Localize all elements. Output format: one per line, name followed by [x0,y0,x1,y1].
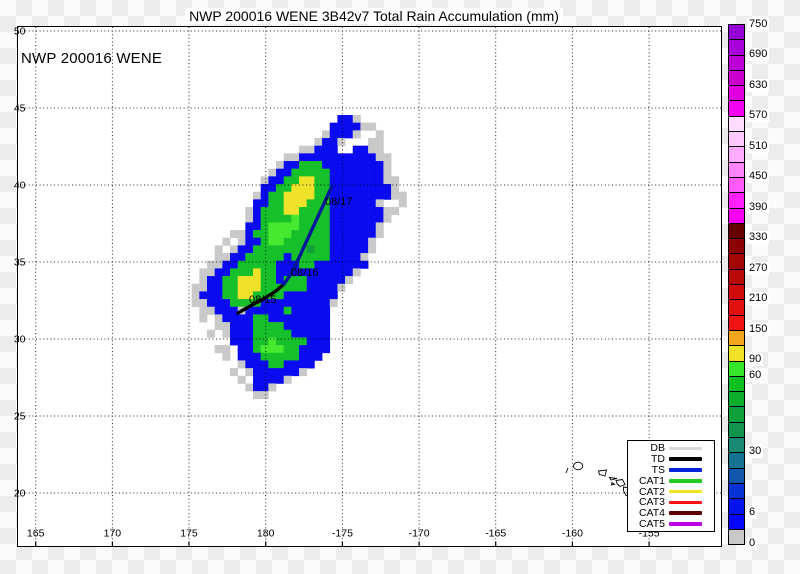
plot-area [17,26,722,547]
legend-item-line [669,511,702,515]
colorbar-label: 6 [747,506,758,519]
colorbar-cell [729,132,744,148]
colorbar-label: 450 [747,170,770,184]
chart-title: NWP 200016 WENE 3B42v7 Total Rain Accumu… [185,8,563,24]
colorbar-label: 210 [747,292,770,306]
legend-item-line [669,522,702,526]
colorbar-cell [729,315,744,331]
colorbar-cell [729,483,744,500]
colorbar-cell [729,193,744,209]
legend-item-label: CAT3 [638,496,665,509]
colorbar-cell [729,223,744,240]
legend-item: TS [628,464,714,476]
legend-item-line [669,478,702,483]
colorbar-cell [729,147,744,163]
colorbar-label: 0 [747,536,758,550]
colorbar-cell [729,177,744,194]
colorbar-cell [729,453,744,469]
colorbar-cell [729,346,744,362]
colorbar-label: 330 [747,231,770,245]
colorbar-label: 270 [747,261,770,275]
colorbar-cell [729,116,744,133]
colorbar-label: 60 [747,368,764,382]
colorbar-cell [729,25,744,41]
colorbar-label: 750 [747,17,770,31]
legend-item: CAT2 [628,485,714,498]
legend-item: CAT1 [628,474,714,487]
colorbar-cell [729,361,744,377]
colorbar-cell [729,269,744,286]
legend-item: CAT4 [628,507,714,520]
colorbar-cell [729,86,744,102]
colorbar-label: 90 [747,353,764,367]
storm-id-label: NWP 200016 WENE [21,50,163,67]
colorbar-cell [729,254,744,270]
legend-item-line [669,468,702,472]
colorbar-cell [729,376,744,393]
legend-item-label: CAT4 [638,507,665,520]
colorbar-cell [729,438,744,454]
colorbar-label: 30 [747,444,764,458]
colorbar-cell [729,285,744,301]
legend-item-line [669,500,702,505]
legend-item-label: DB [650,442,665,455]
colorbar-cell [729,70,744,87]
colorbar-label: 630 [747,78,770,92]
colorbar-cell [729,529,744,545]
colorbar-cell [729,407,744,423]
colorbar-cell [729,468,744,484]
colorbar [728,24,745,545]
colorbar-label: 390 [747,200,770,214]
colorbar-cell [729,101,744,117]
colorbar-label: 150 [747,322,770,336]
colorbar-label: 690 [747,48,770,61]
colorbar-cell [729,392,744,408]
colorbar-cell [729,208,744,224]
colorbar-cell [729,514,744,530]
legend-item: CAT3 [628,496,714,509]
colorbar-cell [729,422,744,439]
legend-item: TD [628,453,714,466]
colorbar-cell [729,55,744,71]
legend-item: DB [628,442,714,455]
colorbar-label: 510 [747,139,770,153]
colorbar-cell [729,300,744,316]
legend-item-label: TS [651,464,665,476]
legend-item-label: TD [651,453,665,466]
legend-item-line [669,457,702,461]
colorbar-cell [729,40,744,56]
legend-item-line [669,446,702,451]
legend-item-label: CAT5 [638,517,665,530]
colorbar-label: 570 [747,109,770,123]
colorbar-cell [729,239,744,255]
legend-item: CAT5 [628,517,714,530]
colorbar-cell [729,499,744,515]
colorbar-cell [729,162,744,178]
legend-item-label: CAT1 [638,474,665,487]
colorbar-cell [729,330,744,347]
legend-item-line [669,489,702,494]
legend-item-label: CAT2 [638,485,665,498]
storm-category-legend: DB TD TS CAT1 CAT2 CAT3 CAT4 CAT5 [627,440,715,532]
